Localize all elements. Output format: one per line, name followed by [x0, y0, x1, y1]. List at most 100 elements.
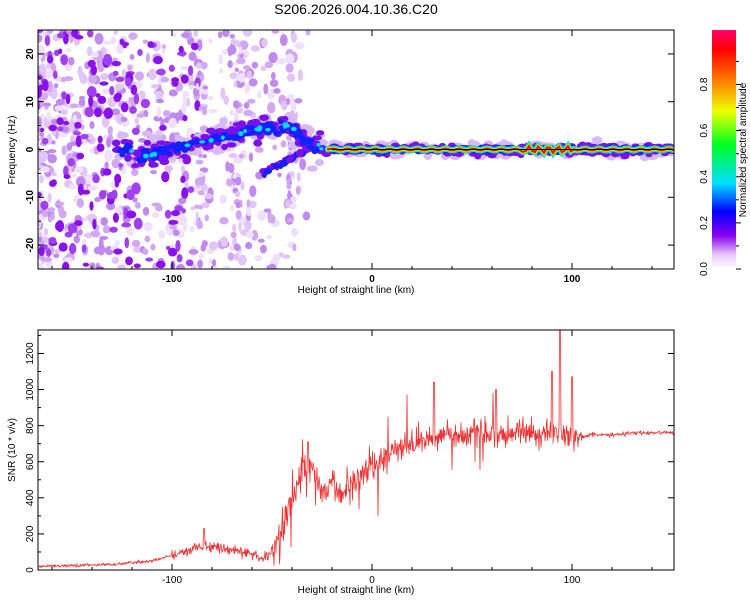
noise-speckle — [182, 157, 190, 165]
noise-speckle — [87, 30, 94, 38]
x-tick-label: 100 — [564, 575, 581, 586]
noise-speckle — [226, 178, 233, 187]
noise-speckle — [109, 85, 115, 96]
ridge-blob — [266, 122, 275, 129]
noise-speckle — [150, 243, 156, 251]
spectrogram-y-axis-label: Frequency (Hz) — [7, 116, 18, 185]
ridge-blob — [316, 142, 321, 147]
noise-speckle — [107, 100, 115, 105]
noise-speckle — [251, 61, 259, 69]
noise-speckle — [86, 46, 93, 57]
noise-speckle — [223, 95, 229, 105]
noise-speckle — [113, 248, 123, 255]
noise-speckle — [219, 217, 229, 225]
noise-speckle — [174, 205, 183, 212]
noise-speckle — [92, 218, 97, 230]
noise-speckle — [234, 67, 240, 73]
noise-speckle — [128, 96, 136, 104]
ridge-blob — [243, 129, 248, 134]
noise-speckle — [192, 87, 200, 97]
noise-speckle — [56, 117, 64, 126]
noise-speckle — [207, 108, 218, 114]
ridge-blob — [263, 169, 269, 175]
y-tick-label: 600 — [25, 453, 36, 470]
noise-speckle — [107, 125, 113, 135]
noise-speckle — [208, 241, 219, 251]
noise-speckle — [168, 117, 177, 129]
noise-speckle — [42, 257, 53, 263]
noise-speckle — [73, 131, 81, 136]
noise-speckle — [188, 248, 199, 255]
noise-speckle — [168, 219, 179, 225]
noise-speckle — [46, 111, 52, 122]
noise-speckle — [233, 61, 238, 66]
noise-speckle — [245, 231, 254, 239]
ridge-blob — [180, 153, 189, 160]
noise-speckle — [269, 79, 279, 87]
noise-speckle — [76, 152, 85, 160]
snr-x-axis-label: Height of straight line (km) — [298, 585, 415, 596]
noise-speckle — [232, 45, 236, 53]
noise-speckle — [40, 200, 49, 211]
noise-speckle — [103, 107, 114, 119]
noise-speckle — [168, 64, 175, 72]
noise-speckle — [237, 254, 247, 266]
snr-series-line — [38, 330, 674, 568]
noise-speckle — [150, 170, 157, 175]
noise-speckle — [290, 101, 297, 112]
noise-speckle — [161, 171, 170, 183]
spectrogram-heatmap — [38, 30, 674, 269]
noise-speckle — [39, 236, 50, 241]
noise-speckle — [69, 103, 79, 109]
noise-speckle — [101, 116, 110, 128]
noise-speckle — [57, 126, 64, 132]
noise-speckle — [88, 74, 98, 84]
noise-speckle — [60, 76, 67, 83]
noise-speckle — [162, 44, 167, 49]
ridge-blob — [117, 131, 129, 139]
noise-speckle — [104, 149, 113, 162]
noise-speckle — [211, 259, 217, 268]
noise-speckle — [195, 83, 199, 90]
noise-speckle — [196, 62, 203, 70]
ridge-blob — [247, 119, 257, 127]
noise-speckle — [260, 65, 267, 72]
ridge-blob — [132, 149, 143, 157]
noise-speckle — [124, 77, 132, 87]
noise-speckle — [38, 154, 43, 164]
noise-speckle — [238, 222, 242, 232]
noise-speckle — [168, 89, 178, 97]
noise-speckle — [197, 259, 204, 269]
noise-speckle — [73, 220, 83, 227]
y-tick-label: 400 — [25, 489, 36, 506]
noise-speckle — [269, 214, 276, 224]
ridge-blob — [314, 159, 324, 167]
noise-speckle — [72, 114, 78, 123]
noise-speckle — [44, 35, 51, 47]
noise-speckle — [130, 84, 138, 96]
ridge-blob — [211, 133, 221, 140]
noise-speckle — [97, 135, 103, 144]
ridge-blob — [290, 126, 297, 132]
noise-speckle — [235, 201, 241, 209]
noise-speckle — [156, 106, 161, 119]
noise-speckle — [99, 81, 109, 86]
noise-speckle — [38, 44, 45, 56]
noise-speckle — [40, 91, 49, 101]
noise-speckle — [244, 82, 251, 94]
ridge-blob — [272, 163, 281, 169]
noise-speckle — [162, 110, 171, 117]
noise-speckle — [78, 95, 86, 101]
ridge-blob — [164, 165, 173, 172]
x-tick-label: -100 — [162, 274, 182, 285]
ridge-blob — [309, 145, 316, 151]
ridge-blob — [284, 124, 291, 128]
noise-speckle — [87, 59, 96, 68]
noise-speckle — [121, 222, 132, 228]
noise-speckle — [233, 113, 239, 122]
noise-speckle — [106, 202, 116, 211]
